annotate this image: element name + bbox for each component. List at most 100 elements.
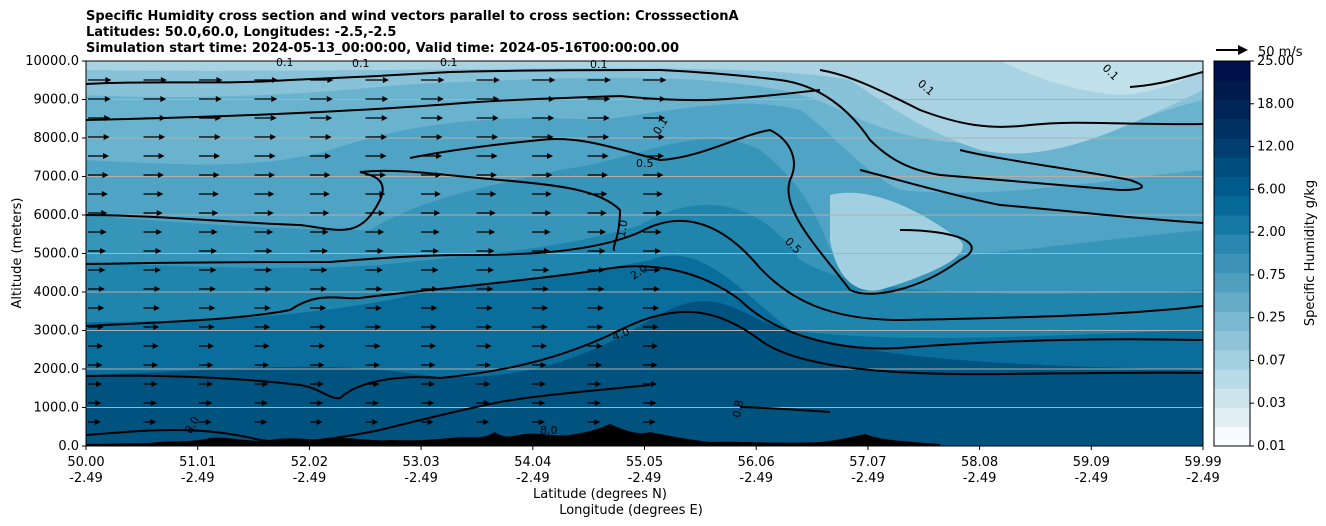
- wind-arrow: [421, 210, 441, 216]
- x-tick-label-latitude: 56.06: [738, 455, 775, 470]
- wind-arrow: [88, 286, 105, 292]
- wind-arrow: [143, 305, 160, 311]
- wind-reference-label: 50 m/s: [1258, 45, 1303, 60]
- wind-arrow: [476, 286, 494, 292]
- wind-arrow: [421, 305, 438, 311]
- wind-arrow: [532, 286, 549, 292]
- wind-arrow: [199, 419, 212, 425]
- wind-arrow: [643, 77, 667, 83]
- wind-arrow: [88, 267, 106, 273]
- wind-arrow: [643, 172, 664, 178]
- wind-arrow: [532, 134, 554, 140]
- wind-arrow: [532, 77, 556, 83]
- wind-arrow: [643, 248, 662, 254]
- wind-arrow: [365, 96, 389, 102]
- wind-arrow: [254, 343, 270, 349]
- title-line-3: Simulation start time: 2024-05-13_00:00:…: [86, 41, 679, 56]
- y-tick-label: 5000.0: [34, 247, 80, 262]
- x-tick-label-longitude: -2.49: [69, 471, 103, 486]
- wind-arrow: [476, 248, 495, 254]
- wind-arrow: [143, 134, 166, 140]
- wind-arrow: [476, 267, 494, 273]
- colorbar-swatch: [1214, 215, 1250, 235]
- wind-arrow: [310, 381, 324, 387]
- wind-arrow: [310, 96, 333, 102]
- wind-arrow: [532, 381, 546, 387]
- wind-arrow: [310, 77, 334, 83]
- wind-arrow: [476, 305, 493, 311]
- wind-arrow: [643, 153, 665, 159]
- wind-arrow: [365, 191, 386, 197]
- wind-arrow: [143, 343, 159, 349]
- wind-arrow: [643, 115, 666, 121]
- wind-arrow: [143, 400, 157, 406]
- wind-arrow: [587, 115, 610, 121]
- wind-arrow: [365, 172, 386, 178]
- wind-arrow: [143, 172, 164, 178]
- chart-title: Specific Humidity cross section and wind…: [86, 9, 739, 57]
- colorbar-swatch: [1214, 176, 1250, 197]
- x-tick-label-longitude: -2.49: [628, 471, 662, 486]
- wind-arrow: [643, 267, 661, 273]
- x-tick-label-latitude: 59.09: [1073, 455, 1110, 470]
- wind-arrow: [199, 305, 216, 311]
- wind-arrow: [199, 77, 223, 83]
- wind-arrow: [365, 305, 382, 311]
- wind-arrow: [88, 362, 103, 368]
- wind-arrow: [199, 115, 222, 121]
- wind-arrow: [199, 134, 221, 140]
- wind-arrow: [254, 172, 275, 178]
- wind-arrow: [587, 191, 608, 197]
- wind-arrow: [199, 210, 219, 216]
- wind-arrow: [532, 305, 549, 311]
- wind-arrow: [143, 229, 163, 235]
- colorbar-swatch: [1214, 253, 1250, 274]
- wind-arrow: [143, 210, 163, 216]
- wind-arrow: [643, 286, 660, 292]
- contour-label: 4.0: [610, 325, 631, 343]
- colorbar-swatch: [1214, 157, 1250, 177]
- wind-arrow: [421, 229, 440, 235]
- x-tick-label-latitude: 51.01: [179, 455, 216, 470]
- colorbar-swatch: [1214, 272, 1250, 293]
- contour-label: 0.5: [636, 157, 654, 170]
- wind-arrow: [254, 400, 268, 406]
- wind-arrow: [254, 191, 275, 197]
- wind-arrow: [587, 77, 611, 83]
- wind-arrow: [310, 191, 330, 197]
- terrain-silhouette: [86, 424, 940, 446]
- colorbar-tick-label: 0.75: [1257, 268, 1286, 283]
- y-tick-label: 7000.0: [34, 170, 80, 185]
- wind-arrow: [476, 134, 499, 140]
- wind-arrow: [143, 191, 164, 197]
- wind-arrow: [365, 381, 380, 387]
- wind-arrow: [532, 343, 548, 349]
- wind-arrow: [254, 362, 270, 368]
- x-tick-label-longitude: -2.49: [963, 471, 997, 486]
- wind-arrow: [88, 324, 104, 330]
- wind-arrow: [476, 229, 496, 235]
- wind-arrow: [143, 362, 159, 368]
- wind-arrow: [532, 248, 551, 254]
- wind-arrow: [310, 210, 330, 216]
- wind-arrow: [88, 134, 110, 140]
- wind-arrow: [254, 229, 274, 235]
- x-tick-label-longitude: -2.49: [516, 471, 550, 486]
- wind-arrow: [88, 191, 108, 197]
- contour-label: 0.1: [276, 56, 294, 69]
- wind-arrow: [476, 419, 490, 425]
- wind-arrow: [143, 96, 167, 102]
- contour-label: 1.0: [615, 219, 631, 238]
- colorbar-swatch: [1214, 195, 1250, 216]
- wind-arrow: [199, 191, 219, 197]
- wind-arrow: [254, 210, 274, 216]
- wind-arrow: [476, 153, 498, 159]
- wind-arrow: [199, 248, 218, 254]
- wind-arrow: [421, 381, 435, 387]
- wind-arrow: [587, 305, 604, 311]
- x-tick-label-latitude: 55.05: [626, 455, 663, 470]
- wind-arrow: [143, 267, 161, 273]
- wind-arrow: [365, 248, 384, 254]
- wind-arrow: [532, 210, 552, 216]
- title-line-2: Latitudes: 50.0,60.0, Longitudes: -2.5,-…: [86, 25, 397, 40]
